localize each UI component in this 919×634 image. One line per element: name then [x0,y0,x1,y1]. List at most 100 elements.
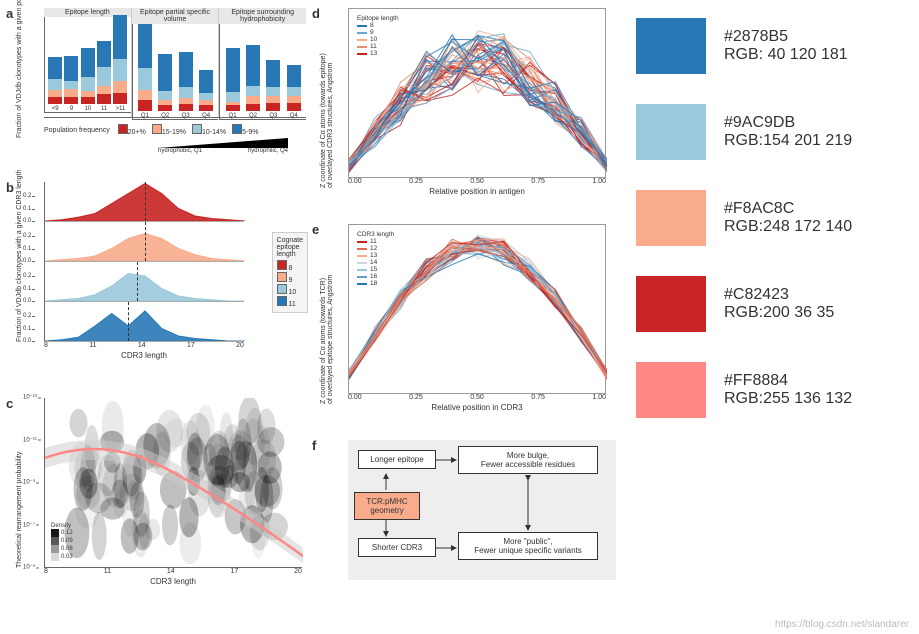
palette-rgb: RGB:248 172 140 [724,218,852,236]
palette-rgb: RGB:255 136 132 [724,390,852,408]
panel-d-xlabel: Relative position in antigen [348,187,606,196]
bar-stack [179,52,193,111]
panel-b-label: b [6,180,14,195]
palette-list: #2878B5RGB: 40 120 181 #9AC9DBRGB:154 201… [620,0,919,634]
panel-e-ylabel: Z coordinate of Cα atoms (towards TCR) o… [320,275,334,404]
palette-row: #2878B5RGB: 40 120 181 [636,18,911,74]
panel-b-xlabel: CDR3 length [44,351,244,360]
bar-xlabel: 9 [70,106,73,112]
bar-xlabel: Q4 [202,113,210,119]
bar-xlabel: Q4 [290,113,298,119]
palette-swatch [636,18,706,74]
legend-title: Population frequency [44,127,110,134]
ridge-row: 0.00.10.2 [44,182,244,222]
legend-swatch [192,124,202,134]
legend-swatch [152,124,162,134]
panel-a-label: a [6,6,13,21]
panel-c-xlabel: CDR3 length [44,577,302,586]
ridge-row: 0.00.10.2 [44,302,244,342]
palette-hex: #F8AC8C [724,200,852,218]
palette-rgb: RGB:200 36 35 [724,304,834,322]
panel-e-label: e [312,222,319,237]
palette-hex: #C82423 [724,286,834,304]
palette-row: #FF8884RGB:255 136 132 [636,362,911,418]
flow-box-longer: Longer epitope [358,450,436,469]
bar-stack [48,57,62,104]
bar-xlabel: 10 [84,106,91,112]
bar-stack [81,48,95,104]
legend-label: 15-19% [162,129,186,136]
bar-stack [287,65,301,111]
bar-stack [199,70,213,111]
legend-item: 9 [277,272,303,284]
panel-f-label: f [312,438,316,453]
legend-item: 8 [277,260,303,272]
panel-d-chart: Epitope length89101113 [348,8,606,178]
palette-row: #9AC9DBRGB:154 201 219 [636,104,911,160]
panel-b-chart: 0.00.10.20.00.10.20.00.10.20.00.10.28111… [44,182,244,349]
bar-stack [158,54,172,111]
ridge-row: 0.00.10.2 [44,262,244,302]
palette-rgb: RGB:154 201 219 [724,132,852,150]
bar-stack [64,56,78,104]
palette-row: #C82423RGB:200 36 35 [636,276,911,332]
palette-swatch [636,276,706,332]
inset-legend: CDR3 length11121314151618 [355,229,396,289]
legend-swatch [118,124,128,134]
palette-swatch [636,190,706,246]
bar-stack [246,45,260,111]
bar-xlabel: <9 [52,106,59,112]
bar-xlabel: Q2 [161,113,169,119]
panel-c-label: c [6,396,13,411]
panel-c-chart: Density0.120.090.060.0310⁻⁵10⁻⁷10⁻⁹10⁻¹¹… [44,398,302,568]
legend-label: 5-9% [242,129,258,136]
watermark: https://blog.csdn.net/slandarer [775,619,909,630]
legend-item: 11 [277,296,303,308]
palette-swatch [636,104,706,160]
flow-box-bulge: More bulge, Fewer accessible residues [458,446,598,474]
facet-title: Epitope surrounding hydrophobicity [219,8,306,24]
legend-label: 10-14% [202,129,226,136]
hydro-left: hydrophobic, Q1 [158,148,202,154]
panel-a-ylabel: Fraction of VDJdb clonotypes with a give… [16,0,23,138]
density-legend: Density0.120.090.060.03 [51,523,73,561]
panel-b-legend: Cognate epitope length 8 9 10 11 [272,232,308,313]
palette-hex: #FF8884 [724,372,852,390]
bar-xlabel: Q3 [182,113,190,119]
bar-stack [266,60,280,111]
bar-xlabel: Q1 [141,113,149,119]
palette-hex: #2878B5 [724,28,848,46]
legend-item: 10 [277,284,303,296]
legend-swatch [232,124,242,134]
panel-e-xlabel: Relative position in CDR3 [348,403,606,412]
palette-row: #F8AC8CRGB:248 172 140 [636,190,911,246]
panel-d-label: d [312,6,320,21]
panel-b-ylabel: Fraction of VDJdb clonotypes with a give… [16,170,23,342]
bar-xlabel: Q3 [269,113,277,119]
bar-xlabel: >11 [116,106,126,112]
bar-stack [113,15,127,104]
facet-title: Epitope partial specific volume [132,8,219,24]
palette-hex: #9AC9DB [724,114,852,132]
bar-xlabel: 11 [101,106,107,112]
flow-box-shorter: Shorter CDR3 [358,538,436,557]
legend-label: 20+% [128,129,146,136]
legend-title: Cognate epitope length [277,237,303,258]
flow-box-tcr: TCR:pMHC geometry [354,492,420,520]
bar-stack [138,24,152,111]
palette-swatch [636,362,706,418]
panel-c-ylabel: Theoretical rearrangement probability [16,452,23,568]
flow-box-public: More "public", Fewer unique specific var… [458,532,598,560]
inset-legend: Epitope length89101113 [355,13,401,59]
hydro-right: hydrophilic, Q4 [248,148,288,154]
panel-d-ylabel: Z coordinate of Cα atoms (towards epitop… [320,53,334,188]
bar-stack [97,41,111,104]
bar-xlabel: Q1 [229,113,237,119]
panel-f-flowchart: Longer epitope TCR:pMHC geometry Shorter… [348,440,616,580]
palette-rgb: RGB: 40 120 181 [724,46,848,64]
panel-a-legend: Population frequency 20+% 15-19% 10-14% 5-9… [44,124,306,136]
panel-e-chart: CDR3 length11121314151618 [348,224,606,394]
bar-xlabel: Q2 [249,113,257,119]
hydro-wedge-icon [158,138,288,148]
bar-stack [226,48,240,111]
